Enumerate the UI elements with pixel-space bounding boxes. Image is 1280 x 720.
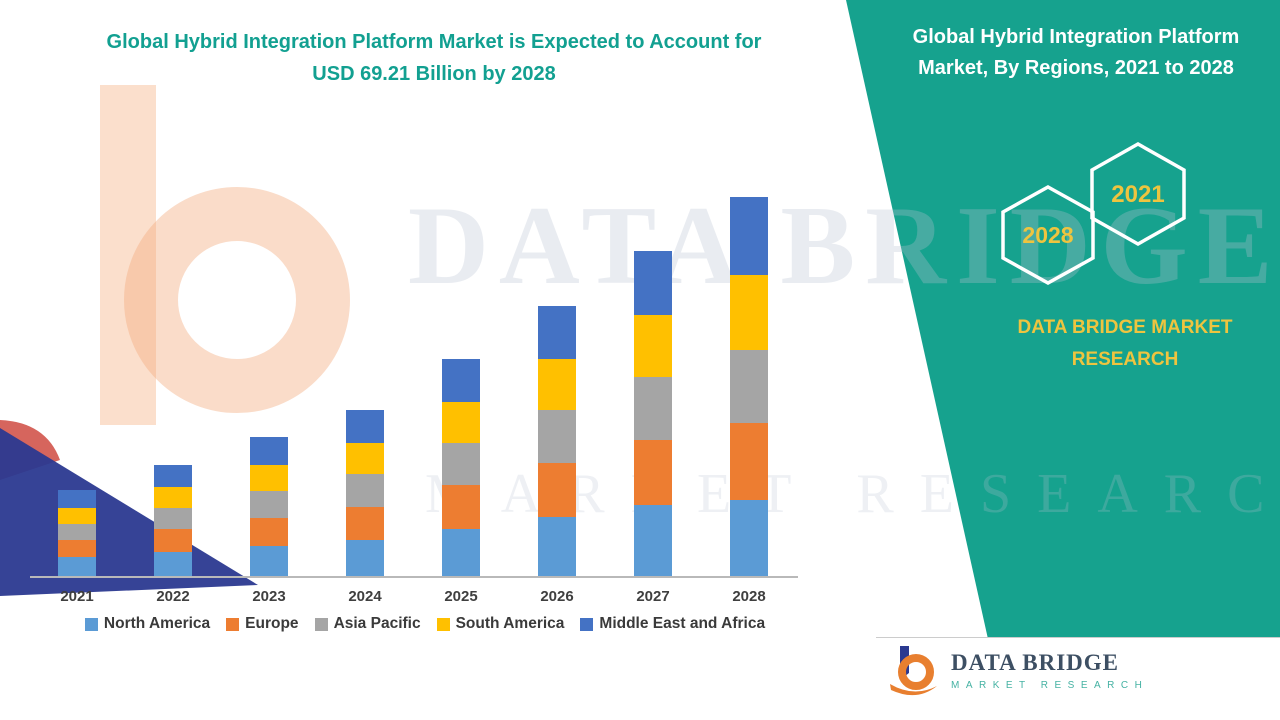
legend-label: Asia Pacific [333,615,421,632]
bar-segment-north-america [730,499,768,576]
stacked-bar-2028 [730,197,768,576]
bar-segment-south-america [730,274,768,350]
bar-segment-europe [58,539,96,558]
footer-logo-text: DATA BRIDGE MARKET RESEARCH [951,650,1148,691]
bar-segment-middle-east-and-africa [538,306,576,360]
bar-chart-plot [30,195,800,578]
bar-segment-middle-east-and-africa [154,464,192,488]
bar-segment-europe [154,529,192,552]
bar-segment-europe [250,518,288,546]
chart-title-line1: Global Hybrid Integration Platform Marke… [106,31,762,53]
brand-text-line2: RESEARCH [1071,349,1179,371]
legend-label: North America [103,615,211,632]
footer-logo-name: DATA BRIDGE [951,649,1119,675]
hexagon-badge-2021: 2021 [1090,141,1186,247]
brand-text: DATA BRIDGE MARKET RESEARCH [905,312,1280,377]
chart-title-line2: USD 69.21 Billion by 2028 [312,63,556,85]
x-axis-line [30,576,798,578]
legend-label: South America [455,615,565,632]
legend-item-north-america: North America [84,615,211,633]
stacked-bar-2025 [442,359,480,576]
x-axis-label-2028: 2028 [732,588,766,605]
legend-item-south-america: South America [436,615,565,633]
watermark-b-bowl-shape [124,187,350,413]
chart-legend: North America Europe Asia Pacific South Ame… [20,615,830,633]
bar-segment-europe [442,485,480,529]
bar-segment-asia-pacific [538,410,576,463]
hexagon-outline [1090,141,1186,247]
x-axis-label-2025: 2025 [444,588,478,605]
watermark-b-stem-shape [100,85,156,425]
x-axis-label-2022: 2022 [156,588,190,605]
bar-segment-middle-east-and-africa [58,490,96,508]
bar-segment-middle-east-and-africa [346,410,384,444]
right-panel-title-line2: Market, By Regions, 2021 to 2028 [918,57,1234,79]
stacked-bar-2027 [634,251,672,576]
legend-swatch [580,617,594,631]
bar-segment-north-america [154,551,192,576]
bar-segment-middle-east-and-africa [730,197,768,275]
legend-label: Middle East and Africa [599,615,766,632]
stacked-bar-2026 [538,306,576,576]
bar-segment-europe [538,462,576,518]
bar-segment-asia-pacific [442,442,480,486]
legend-swatch [314,617,328,631]
bar-segment-south-america [154,487,192,509]
bar-segment-north-america [634,505,672,576]
bar-segment-north-america [346,539,384,576]
bar-segment-north-america [250,545,288,576]
bar-segment-asia-pacific [634,376,672,440]
bar-segment-asia-pacific [154,508,192,530]
hexagon-2021-label: 2021 [1111,181,1164,208]
legend-label: Europe [245,615,299,632]
bar-segment-asia-pacific [730,349,768,423]
x-axis-label-2023: 2023 [252,588,286,605]
chart-title: Global Hybrid Integration Platform Marke… [38,26,830,90]
bar-segment-asia-pacific [346,474,384,507]
legend-item-asia-pacific: Asia Pacific [314,615,421,633]
bar-segment-south-america [442,401,480,443]
bar-segment-middle-east-and-africa [250,437,288,465]
bar-segment-south-america [250,464,288,492]
legend-swatch [436,617,450,631]
bar-segment-north-america [58,557,96,576]
legend-swatch [84,617,98,631]
bar-segment-north-america [442,528,480,576]
hexagon-2028-label: 2028 [1022,222,1073,248]
databridge-logo-icon [890,646,937,696]
bar-segment-europe [346,506,384,540]
bar-segment-south-america [538,359,576,411]
stacked-bar-2021 [58,490,96,576]
logo-swoosh-shape [890,684,937,696]
bar-segment-asia-pacific [250,491,288,519]
x-axis-labels: 2021 2022 2023 2024 2025 2026 2027 2028 [30,588,800,610]
bar-segment-middle-east-and-africa [634,251,672,316]
bar-segment-south-america [58,507,96,524]
x-axis-label-2026: 2026 [540,588,574,605]
bar-segment-europe [730,422,768,500]
legend-item-europe: Europe [226,615,299,633]
stacked-bar-2024 [346,410,384,576]
stacked-bar-2023 [250,437,288,576]
right-panel-title-line1: Global Hybrid Integration Platform [912,26,1240,48]
legend-item-middle-east-and-africa: Middle East and Africa [580,615,765,633]
footer-logo: DATA BRIDGE MARKET RESEARCH [884,641,1148,699]
x-axis-label-2027: 2027 [636,588,670,605]
bar-segment-middle-east-and-africa [442,359,480,402]
logo-ring-shape [898,654,934,690]
bar-segment-south-america [634,315,672,377]
legend-swatch [226,617,240,631]
bar-segment-north-america [538,517,576,576]
footer-logo-subtitle: MARKET RESEARCH [951,679,1149,691]
bar-segment-south-america [346,443,384,475]
right-panel-title: Global Hybrid Integration Platform Marke… [880,22,1272,84]
x-axis-label-2021: 2021 [60,588,94,605]
bar-segment-europe [634,439,672,506]
bar-segment-asia-pacific [58,523,96,540]
brand-text-line1: DATA BRIDGE MARKET [1017,317,1233,338]
footer-panel [876,637,1280,720]
stacked-bar-2022 [154,464,192,576]
x-axis-label-2024: 2024 [348,588,382,605]
